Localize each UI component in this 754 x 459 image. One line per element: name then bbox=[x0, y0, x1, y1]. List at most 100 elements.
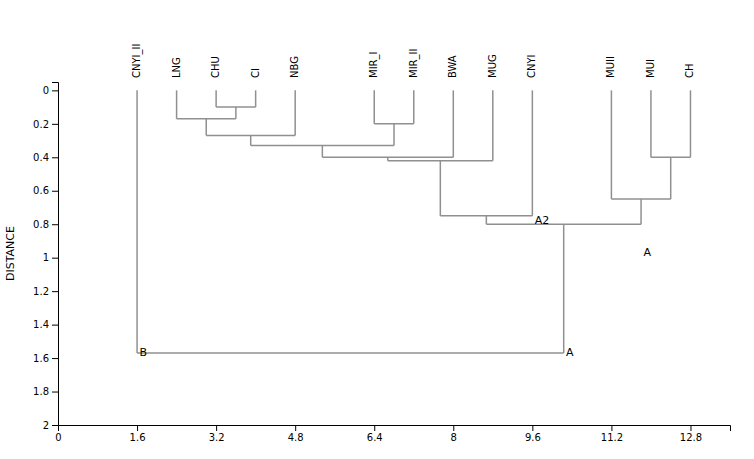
y-tick: 1.2 bbox=[33, 286, 58, 297]
y-tick: 0 bbox=[43, 85, 58, 96]
leaf-label: NBG bbox=[289, 56, 300, 78]
dendrogram-segment bbox=[322, 146, 324, 158]
y-tick-label: 1.2 bbox=[33, 286, 49, 297]
dendrogram-segment bbox=[215, 90, 217, 107]
leaf-label: LNG bbox=[171, 57, 182, 78]
y-tick: 1.8 bbox=[33, 386, 58, 397]
y-tick: 0.4 bbox=[33, 152, 58, 163]
y-tick-label: 0.2 bbox=[33, 119, 49, 130]
x-tick-label: 8 bbox=[451, 432, 457, 443]
x-axis-line bbox=[59, 426, 731, 432]
y-tick-mark bbox=[52, 325, 58, 326]
y-tick-label: 0 bbox=[43, 85, 49, 96]
x-tick: 12.8 bbox=[680, 425, 702, 443]
leaf-label: MUG bbox=[487, 54, 498, 78]
y-tick-label: 1.6 bbox=[33, 353, 49, 364]
leaf-label: MUI bbox=[645, 59, 656, 78]
x-axis: 0 1.6 3.2 4.8 6.4 8 9.6 11.2 12.8 bbox=[55, 425, 730, 443]
annotation: A2 bbox=[535, 214, 550, 227]
x-tick-label: 6.4 bbox=[367, 432, 383, 443]
leaf-label: CNYI_II bbox=[131, 44, 143, 78]
leaf-label: CH bbox=[684, 63, 695, 78]
plot: 01.63.24.86.489.611.212.800.20.40.60.811… bbox=[4, 44, 731, 444]
x-tick-mark bbox=[532, 425, 533, 431]
y-tick: 2 bbox=[43, 420, 58, 431]
y-tick-label: 0.4 bbox=[33, 152, 49, 163]
dendrogram-segment bbox=[373, 90, 375, 123]
x-tick-mark bbox=[611, 425, 612, 431]
x-tick-mark bbox=[295, 425, 296, 431]
x-tick: 1.6 bbox=[130, 425, 146, 443]
y-tick-mark bbox=[52, 157, 58, 158]
dendrogram-segment bbox=[176, 90, 178, 118]
x-tick-mark bbox=[690, 425, 691, 431]
dendrogram-segment bbox=[563, 224, 565, 353]
dendrogram-segment bbox=[205, 119, 207, 136]
segments bbox=[137, 90, 690, 353]
y-axis-line bbox=[52, 83, 59, 426]
y-tick: 0.2 bbox=[33, 119, 58, 130]
x-tick-label: 1.6 bbox=[130, 432, 146, 443]
x-tick-mark bbox=[374, 425, 375, 431]
y-tick: 1.4 bbox=[33, 319, 58, 330]
annotation: A bbox=[644, 246, 652, 259]
leaf-label: MIR_I bbox=[368, 52, 380, 78]
dendrogram-segment bbox=[137, 352, 564, 354]
y-tick-mark bbox=[52, 191, 58, 192]
dendrogram-segment bbox=[486, 216, 488, 224]
y-tick-label: 0.8 bbox=[33, 219, 49, 230]
annotation: B bbox=[140, 346, 148, 359]
y-tick-label: 2 bbox=[43, 420, 49, 431]
dendrogram-segment bbox=[250, 136, 252, 146]
x-tick: 4.8 bbox=[288, 425, 304, 443]
leaf-label: CHU bbox=[210, 56, 221, 78]
dendrogram-segment bbox=[640, 199, 642, 224]
y-tick-mark bbox=[52, 358, 58, 359]
y-tick-mark bbox=[52, 124, 58, 125]
y-axis: 0 0.2 0.4 0.6 0.8 1 1.2 1.4 1.6 1.8 2 bbox=[33, 83, 58, 431]
y-tick-mark bbox=[52, 291, 58, 292]
x-tick: 0 bbox=[55, 425, 61, 443]
dendrogram-segment bbox=[413, 90, 415, 123]
leaf-label: MIR_II bbox=[408, 49, 420, 78]
x-tick-label: 4.8 bbox=[288, 432, 304, 443]
dendrogram-segment bbox=[235, 107, 237, 119]
y-tick: 1 bbox=[43, 252, 58, 263]
dendrogram-segment bbox=[393, 124, 395, 146]
dendrogram-segment bbox=[453, 90, 455, 157]
x-tick: 3.2 bbox=[209, 425, 225, 443]
y-tick-label: 0.6 bbox=[33, 185, 49, 196]
chart: 01.63.24.86.489.611.212.800.20.40.60.811… bbox=[0, 0, 754, 459]
dendrogram-segment bbox=[492, 90, 494, 160]
x-tick-label: 0 bbox=[55, 432, 61, 443]
x-tick-label: 3.2 bbox=[209, 432, 225, 443]
leaf-label: CI bbox=[250, 68, 261, 78]
dendrogram-segment bbox=[690, 90, 692, 157]
dendrogram-segment bbox=[294, 90, 296, 135]
y-tick-mark bbox=[52, 224, 58, 225]
annotations: A2 A B A bbox=[140, 214, 652, 359]
x-tick-label: 12.8 bbox=[680, 432, 702, 443]
y-tick-label: 1 bbox=[43, 252, 49, 263]
dendrogram-segment bbox=[650, 90, 652, 157]
y-tick-label: 1.8 bbox=[33, 386, 49, 397]
y-tick-mark bbox=[52, 258, 58, 259]
x-tick: 9.6 bbox=[525, 425, 541, 443]
dendrogram-segment bbox=[440, 161, 442, 216]
x-tick-mark bbox=[453, 425, 454, 431]
annotation: A bbox=[566, 346, 574, 359]
x-tick-mark bbox=[137, 425, 138, 431]
leaf-label: CNYI bbox=[526, 54, 537, 78]
leaf-label: BWA bbox=[447, 55, 458, 78]
x-tick: 8 bbox=[451, 425, 457, 443]
leaf-label: MUII bbox=[605, 56, 616, 78]
y-tick-label: 1.4 bbox=[33, 319, 49, 330]
x-tick-mark bbox=[216, 425, 217, 431]
y-tick-mark bbox=[52, 425, 58, 426]
y-tick-mark bbox=[52, 90, 58, 91]
dendrogram-segment bbox=[255, 90, 257, 107]
y-axis-title: DISTANCE bbox=[4, 226, 17, 281]
x-tick: 11.2 bbox=[601, 425, 623, 443]
x-tick-label: 11.2 bbox=[601, 432, 623, 443]
dendrogram-segment bbox=[611, 90, 613, 199]
